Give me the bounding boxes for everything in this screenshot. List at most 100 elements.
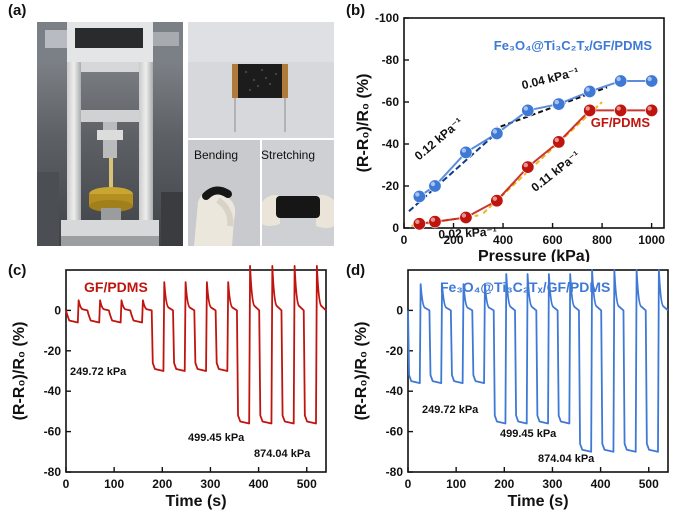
y-tick-label: -40 bbox=[382, 137, 400, 151]
fe3o4-cycling-chart: 0 100 200 300 400 500 -80 -60 -40 -20 0 Time (s) (R-… bbox=[353, 269, 669, 510]
y-axis-label: (R-R₀)/R₀ (%) bbox=[11, 322, 28, 421]
y-tick-label: -40 bbox=[386, 384, 404, 398]
x-tick-label: 100 bbox=[446, 477, 466, 491]
x-tick-label: 200 bbox=[444, 233, 464, 247]
pressure-label: 249.72 kPa bbox=[422, 404, 479, 416]
data-point bbox=[428, 215, 442, 229]
y-tick-label: -80 bbox=[382, 53, 400, 67]
y-tick-label: 0 bbox=[392, 221, 399, 235]
data-point-highlight bbox=[616, 76, 621, 82]
data-point-highlight bbox=[430, 181, 436, 187]
y-tick-label: -20 bbox=[44, 344, 62, 358]
data-point-highlight bbox=[585, 87, 590, 92]
data-point-highlight bbox=[647, 106, 652, 111]
data-point bbox=[412, 190, 426, 204]
y-tick-label: 0 bbox=[54, 303, 61, 317]
data-point-highlight bbox=[585, 106, 590, 111]
data-point-highlight bbox=[554, 99, 559, 105]
x-tick-label: 100 bbox=[104, 477, 124, 491]
response-curve bbox=[65, 265, 327, 425]
x-tick-label: 300 bbox=[542, 477, 562, 491]
data-point-highlight bbox=[554, 137, 559, 143]
data-point bbox=[490, 127, 504, 141]
pressure-response-chart: 0 200 400 600 800 1000 -100 -80 -60 -40 -20 0 Pressu… bbox=[355, 11, 665, 262]
y-tick-label: -80 bbox=[386, 465, 404, 479]
data-point bbox=[552, 97, 566, 111]
data-point-highlight bbox=[647, 76, 652, 82]
chart-title: Fe₃O₄@Ti₃C₂Tₓ/GF/PDMS bbox=[440, 279, 610, 295]
pressure-label: 499.45 kPa bbox=[500, 428, 557, 440]
x-tick-label: 0 bbox=[405, 477, 412, 491]
pressure-label: 874.04 kPa bbox=[538, 453, 595, 465]
x-tick-label: 600 bbox=[543, 233, 563, 247]
gf-pdms-cycling-chart: 0 100 200 300 400 500 -80 -60 -40 -20 0 Time (s) (R-… bbox=[11, 265, 327, 510]
panel-label-c: (c) bbox=[8, 262, 27, 279]
chart-title: GF/PDMS bbox=[84, 279, 148, 295]
x-tick-label: 200 bbox=[494, 477, 514, 491]
data-point-highlight bbox=[430, 217, 436, 222]
y-tick-label: -100 bbox=[375, 11, 399, 25]
data-point-highlight bbox=[415, 192, 420, 197]
y-axis-label: (R-R₀)/R₀ (%) bbox=[353, 322, 370, 421]
x-tick-label: 500 bbox=[639, 477, 659, 491]
x-axis-label: Time (s) bbox=[507, 493, 568, 510]
data-point bbox=[583, 85, 597, 99]
x-tick-label: 800 bbox=[592, 233, 612, 247]
data-point-highlight bbox=[492, 129, 498, 134]
data-point bbox=[552, 135, 566, 149]
data-point-highlight bbox=[523, 162, 529, 168]
data-point bbox=[490, 194, 504, 208]
y-tick-label: -60 bbox=[44, 425, 62, 439]
data-point-highlight bbox=[616, 106, 621, 111]
x-tick-label: 400 bbox=[493, 233, 513, 247]
stretching-label: Stretching bbox=[261, 148, 316, 162]
slope-annotation: 0.12 kPa⁻¹ bbox=[412, 115, 466, 163]
x-axis-label: Pressure (kPa) bbox=[478, 248, 590, 262]
x-tick-label: 400 bbox=[249, 477, 269, 491]
data-point-highlight bbox=[415, 219, 420, 224]
legend-gf-pdms: GF/PDMS bbox=[591, 115, 651, 130]
x-axis-label: Time (s) bbox=[165, 493, 226, 510]
bending-label: Bending bbox=[194, 148, 239, 162]
y-tick-label: -60 bbox=[386, 425, 404, 439]
panel-label-a: (a) bbox=[8, 2, 27, 19]
legend-fe3o4: Fe₃O₄@Ti₃C₂Tₓ/GF/PDMS bbox=[494, 38, 653, 53]
y-axis-label: (R-R₀)/R₀ (%) bbox=[355, 74, 372, 173]
data-point bbox=[614, 74, 628, 88]
pressure-label: 499.45 kPa bbox=[188, 432, 245, 444]
panel-label-b: (b) bbox=[346, 2, 366, 19]
slope-annotation: 0.02 kPa⁻¹ bbox=[438, 224, 497, 241]
panel-label-d: (d) bbox=[346, 262, 366, 279]
data-point-highlight bbox=[461, 148, 467, 153]
plot-frame bbox=[407, 269, 669, 473]
y-tick-label: -80 bbox=[44, 465, 62, 479]
data-point bbox=[645, 74, 659, 88]
bending-photo bbox=[188, 140, 260, 246]
x-tick-label: 0 bbox=[401, 233, 408, 247]
data-point bbox=[459, 145, 473, 159]
tensile-tester-photo bbox=[37, 22, 183, 246]
pressure-label: 249.72 kPa bbox=[70, 366, 127, 378]
y-tick-label: -20 bbox=[382, 179, 400, 193]
sample-photo bbox=[188, 22, 334, 138]
x-tick-label: 500 bbox=[297, 477, 317, 491]
stretching-photo bbox=[262, 140, 334, 246]
y-tick-label: -20 bbox=[386, 344, 404, 358]
data-point-highlight bbox=[492, 196, 498, 201]
y-tick-label: -40 bbox=[44, 384, 62, 398]
pressure-label: 874.04 kPa bbox=[254, 448, 311, 460]
data-point-highlight bbox=[523, 106, 529, 111]
x-tick-label: 1000 bbox=[638, 233, 665, 247]
plot-frame bbox=[65, 269, 327, 473]
data-point bbox=[521, 103, 535, 117]
data-point-highlight bbox=[461, 213, 467, 218]
data-point bbox=[459, 211, 473, 225]
x-tick-label: 400 bbox=[591, 477, 611, 491]
data-point bbox=[521, 160, 535, 174]
slope-annotation: 0.11 kPa⁻¹ bbox=[528, 148, 582, 195]
data-point bbox=[428, 179, 442, 193]
slope-annotation: 0.04 kPa⁻¹ bbox=[520, 65, 580, 93]
x-tick-label: 200 bbox=[152, 477, 172, 491]
x-tick-label: 300 bbox=[200, 477, 220, 491]
response-curve bbox=[407, 269, 669, 453]
